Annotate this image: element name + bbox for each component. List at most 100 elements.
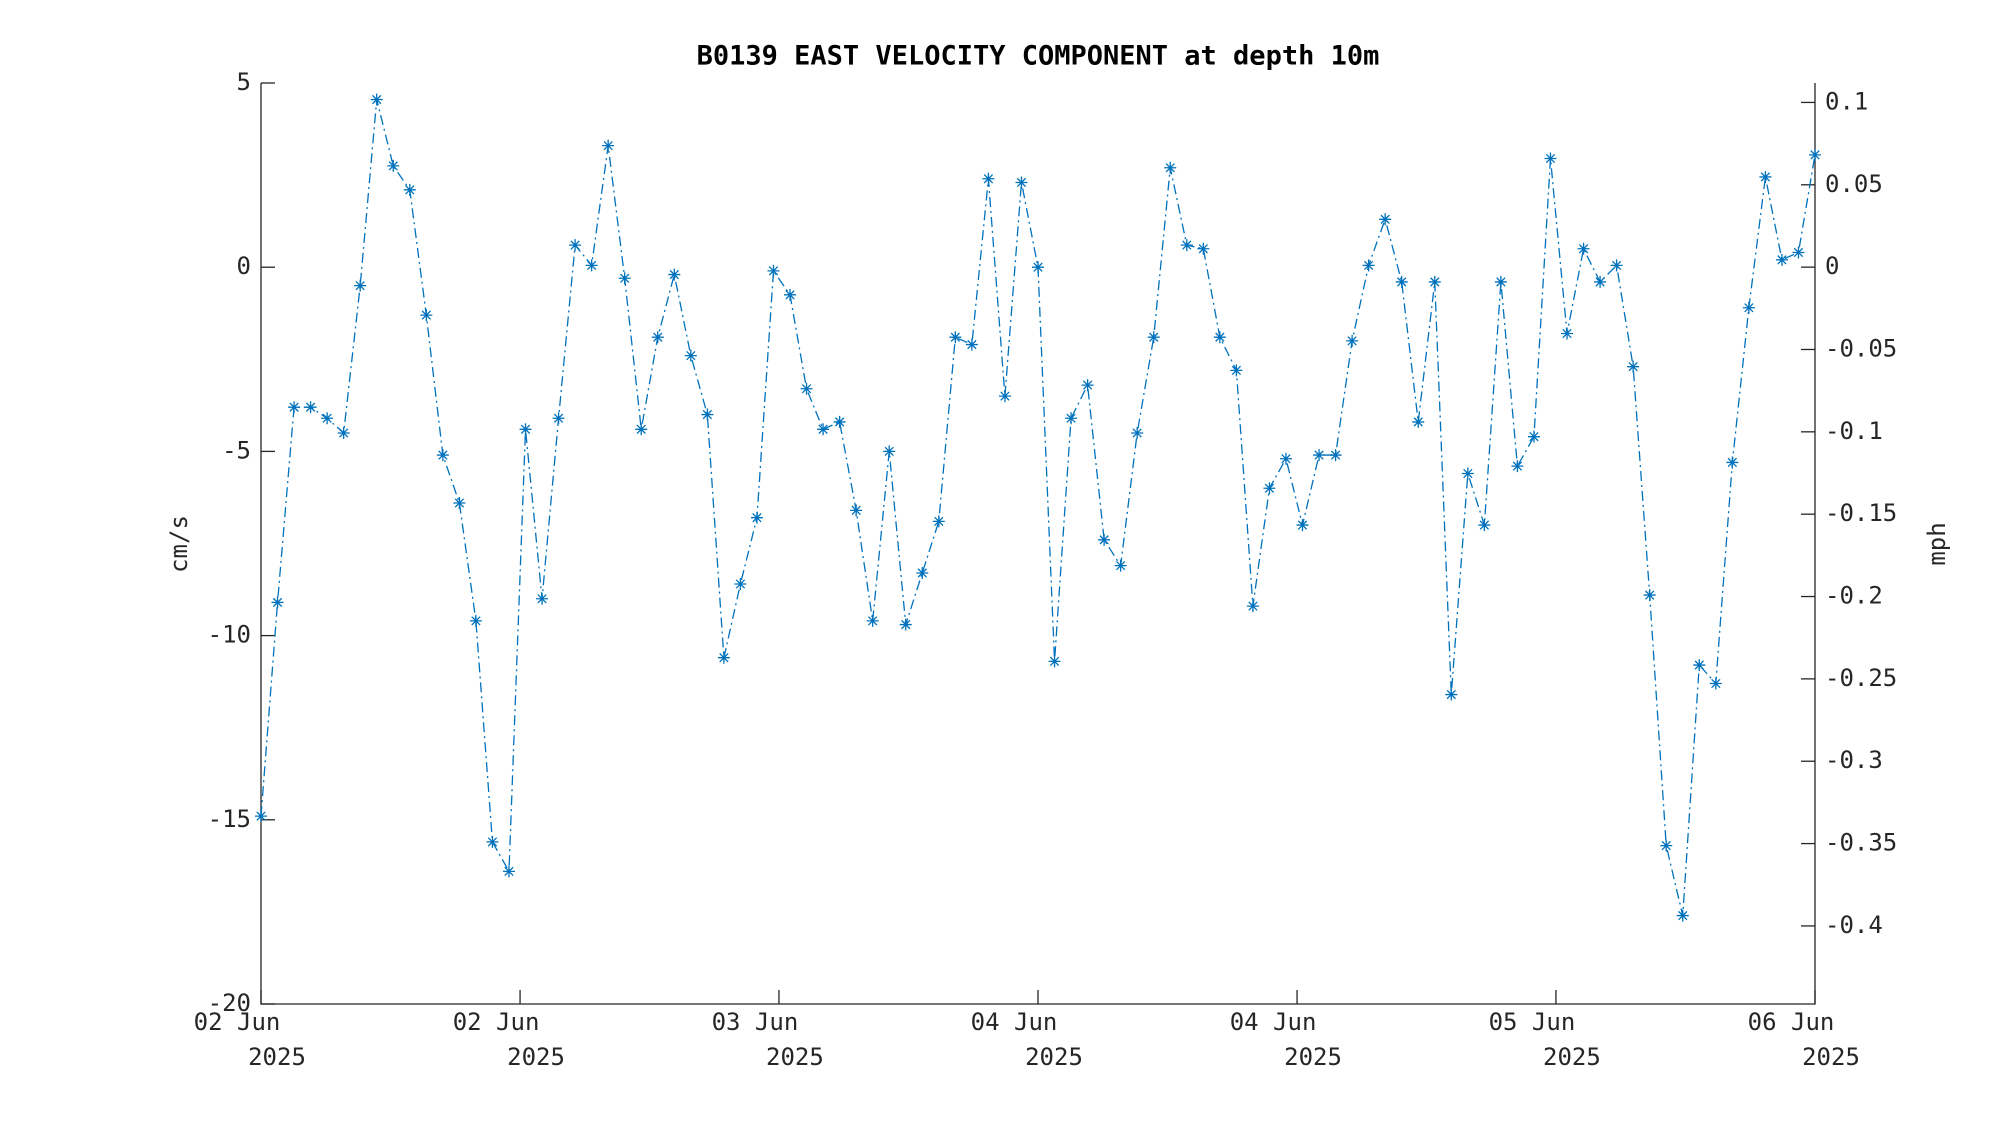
marker bbox=[1395, 275, 1408, 288]
marker bbox=[255, 810, 267, 823]
marker bbox=[271, 596, 284, 609]
marker bbox=[883, 445, 896, 458]
marker bbox=[519, 423, 532, 436]
x-tick-label: 05 Jun 2025 bbox=[1489, 1008, 1601, 1071]
marker bbox=[1114, 559, 1127, 572]
y-tick-label: -5 bbox=[222, 436, 251, 464]
marker bbox=[1726, 456, 1739, 469]
marker bbox=[1577, 242, 1590, 255]
marker bbox=[1230, 364, 1243, 377]
marker bbox=[635, 423, 648, 436]
x-tick-label: 04 Jun 2025 bbox=[1230, 1008, 1342, 1071]
marker bbox=[1693, 659, 1706, 672]
marker bbox=[982, 172, 995, 185]
x-tick-label: 06 Jun 2025 bbox=[1748, 1008, 1860, 1071]
marker bbox=[750, 511, 763, 524]
marker bbox=[1346, 334, 1359, 347]
marker bbox=[1445, 688, 1458, 701]
marker bbox=[916, 566, 929, 579]
marker bbox=[321, 412, 334, 425]
marker bbox=[965, 338, 978, 351]
marker bbox=[1428, 275, 1441, 288]
marker bbox=[1544, 152, 1557, 165]
marker bbox=[370, 93, 383, 106]
y2-tick-label: 0.05 bbox=[1825, 170, 1883, 198]
marker bbox=[1742, 301, 1755, 314]
marker bbox=[387, 159, 400, 172]
marker bbox=[1015, 176, 1028, 189]
marker bbox=[651, 331, 664, 344]
y2-tick-label: -0.1 bbox=[1825, 417, 1883, 445]
marker bbox=[1461, 467, 1474, 480]
marker bbox=[1511, 460, 1524, 473]
y-axis-label: cm/s bbox=[165, 515, 193, 573]
marker bbox=[833, 415, 846, 428]
marker bbox=[850, 504, 863, 517]
marker bbox=[1379, 213, 1392, 226]
marker bbox=[1131, 426, 1144, 439]
y2-tick-label: -0.4 bbox=[1825, 911, 1883, 939]
marker bbox=[1296, 519, 1309, 532]
marker bbox=[717, 651, 730, 664]
marker bbox=[1197, 242, 1210, 255]
x-tick-label: 04 Jun 2025 bbox=[971, 1008, 1083, 1071]
marker bbox=[784, 288, 797, 301]
marker bbox=[602, 139, 615, 152]
y2-tick-label: -0.05 bbox=[1825, 334, 1897, 362]
marker bbox=[403, 183, 416, 196]
marker bbox=[618, 272, 631, 285]
marker bbox=[453, 496, 466, 509]
marker bbox=[949, 331, 962, 344]
y-tick-label: 5 bbox=[237, 68, 251, 96]
marker bbox=[1098, 533, 1111, 546]
marker bbox=[1792, 246, 1805, 259]
marker bbox=[420, 309, 433, 322]
marker bbox=[1478, 519, 1491, 532]
axes-frame bbox=[260, 83, 1816, 1005]
marker bbox=[1627, 360, 1640, 373]
marker bbox=[585, 259, 598, 272]
marker bbox=[1494, 275, 1507, 288]
marker bbox=[1065, 412, 1078, 425]
marker bbox=[304, 401, 317, 414]
marker bbox=[1527, 430, 1540, 443]
marker bbox=[502, 865, 515, 878]
data-line bbox=[260, 99, 1816, 916]
marker bbox=[1048, 655, 1061, 668]
marker bbox=[1561, 327, 1574, 340]
y2-tick-label: -0.3 bbox=[1825, 746, 1883, 774]
marker bbox=[1147, 331, 1160, 344]
marker bbox=[1676, 909, 1689, 922]
y2-tick-label: -0.2 bbox=[1825, 582, 1883, 610]
y2-tick-label: 0 bbox=[1825, 252, 1839, 280]
marker bbox=[486, 835, 499, 848]
y-tick-label: 0 bbox=[237, 252, 251, 280]
marker bbox=[1164, 161, 1177, 174]
marker bbox=[1775, 253, 1788, 266]
x-tick-label: 03 Jun 2025 bbox=[712, 1008, 824, 1071]
marker bbox=[1362, 259, 1375, 272]
marker bbox=[817, 423, 830, 436]
marker bbox=[866, 614, 879, 627]
marker bbox=[1081, 379, 1094, 392]
marker bbox=[1032, 261, 1044, 274]
y-tick-label: -15 bbox=[208, 805, 251, 833]
marker bbox=[469, 614, 482, 627]
marker bbox=[1594, 275, 1607, 288]
marker bbox=[668, 268, 681, 281]
marker bbox=[1329, 449, 1342, 462]
marker bbox=[932, 515, 945, 528]
marker bbox=[536, 592, 549, 605]
marker bbox=[1610, 259, 1623, 272]
marker bbox=[337, 426, 350, 439]
marker bbox=[684, 349, 697, 362]
marker bbox=[1643, 589, 1656, 602]
chart-title: B0139 EAST VELOCITY COMPONENT at depth 1… bbox=[697, 41, 1380, 72]
marker bbox=[552, 412, 565, 425]
marker bbox=[1809, 148, 1821, 161]
marker bbox=[436, 449, 449, 462]
y-tick-label: -10 bbox=[208, 621, 251, 649]
y2-axis-label: mph bbox=[1923, 522, 1951, 565]
marker bbox=[998, 390, 1011, 403]
